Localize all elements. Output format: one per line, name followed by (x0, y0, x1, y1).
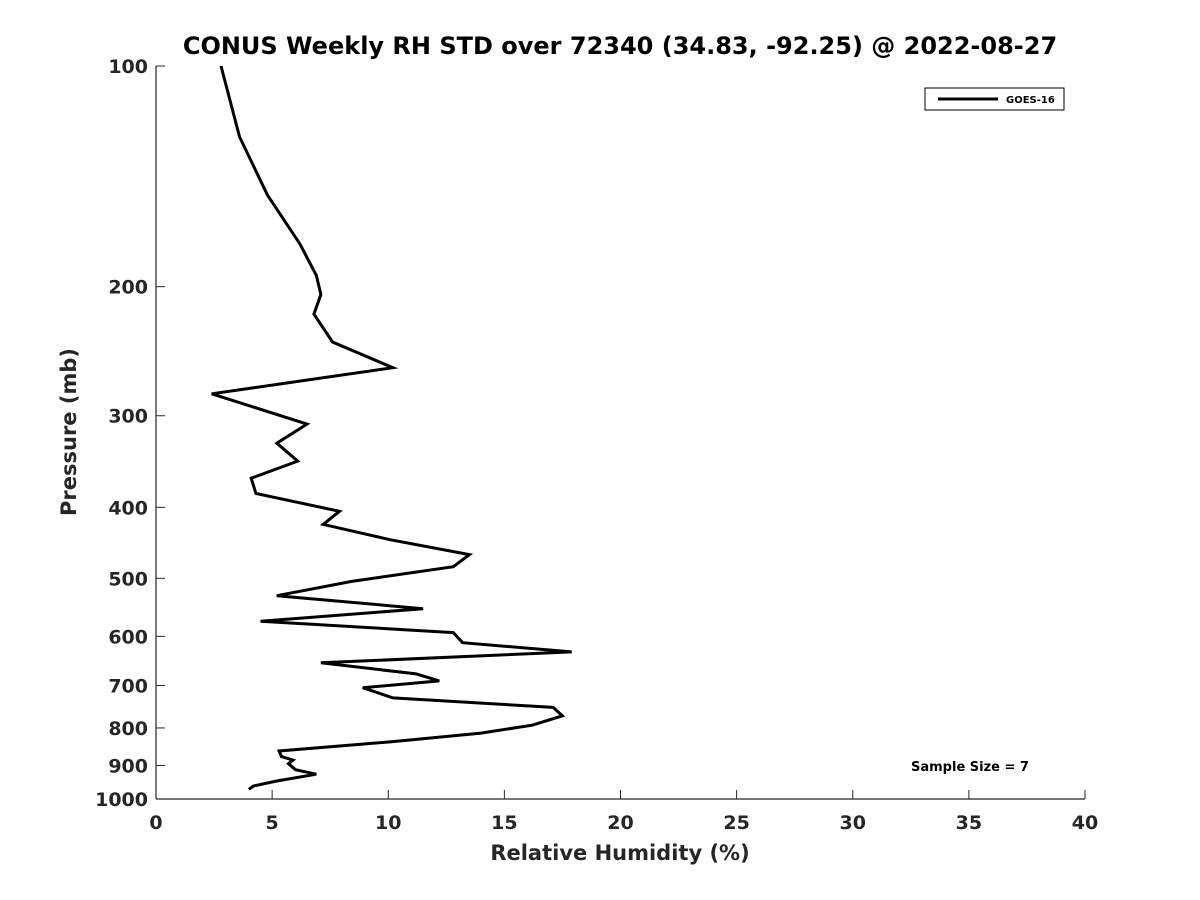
y-axis-label: Pressure (mb) (57, 348, 81, 516)
plot-area-background (156, 66, 1085, 799)
x-tick-label: 5 (266, 812, 279, 834)
y-tick-label: 400 (108, 497, 148, 519)
x-tick-label: 40 (1072, 812, 1098, 834)
y-tick-label: 600 (108, 626, 148, 648)
x-tick-label: 30 (840, 812, 866, 834)
y-tick-label: 500 (108, 568, 148, 590)
sample-size-annotation: Sample Size = 7 (911, 760, 1029, 775)
x-tick-label: 0 (149, 812, 162, 834)
y-tick-label: 300 (108, 406, 148, 428)
y-tick-label: 1000 (95, 789, 148, 811)
y-tick-label: 800 (108, 718, 148, 740)
x-tick-label: 25 (723, 812, 749, 834)
chart-title: CONUS Weekly RH STD over 72340 (34.83, -… (183, 32, 1057, 60)
x-tick-label: 35 (956, 812, 982, 834)
x-axis-label: Relative Humidity (%) (490, 841, 749, 865)
y-tick-label: 200 (108, 277, 148, 299)
legend-label-goes-16: GOES-16 (1006, 95, 1055, 106)
y-tick-label: 100 (108, 56, 148, 78)
x-tick-label: 15 (491, 812, 517, 834)
x-tick-label: 10 (375, 812, 401, 834)
legend: GOES-16 (924, 87, 1065, 111)
y-tick-label: 700 (108, 675, 148, 697)
series-line-goes-16 (211, 65, 572, 791)
x-tick-label: 20 (607, 812, 633, 834)
y-tick-label: 900 (108, 755, 148, 777)
series-layer (211, 65, 572, 791)
axes: 0 5 10 15 20 25 30 35 40 100 200 300 400 500 600 700 800… (95, 56, 1098, 834)
